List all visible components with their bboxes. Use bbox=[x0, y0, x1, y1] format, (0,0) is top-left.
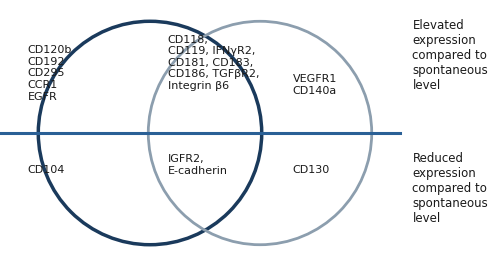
Text: VEGFR1
CD140a: VEGFR1 CD140a bbox=[292, 74, 337, 96]
Text: CD104: CD104 bbox=[28, 165, 65, 175]
Text: CD130: CD130 bbox=[292, 165, 330, 175]
Text: CD120b
CD192
CD295
CCR1
EGFR: CD120b CD192 CD295 CCR1 EGFR bbox=[28, 45, 72, 102]
Text: CD118,
CD119, IFNγR2,
CD181, CD183,
CD186, TGFβR2,
Integrin β6: CD118, CD119, IFNγR2, CD181, CD183, CD18… bbox=[168, 35, 259, 91]
Text: Elevated
expression
compared to
spontaneous
level: Elevated expression compared to spontane… bbox=[412, 19, 488, 92]
Text: Reduced
expression
compared to
spontaneous
level: Reduced expression compared to spontaneo… bbox=[412, 152, 488, 225]
Text: IGFR2,
E-cadherin: IGFR2, E-cadherin bbox=[168, 154, 228, 176]
